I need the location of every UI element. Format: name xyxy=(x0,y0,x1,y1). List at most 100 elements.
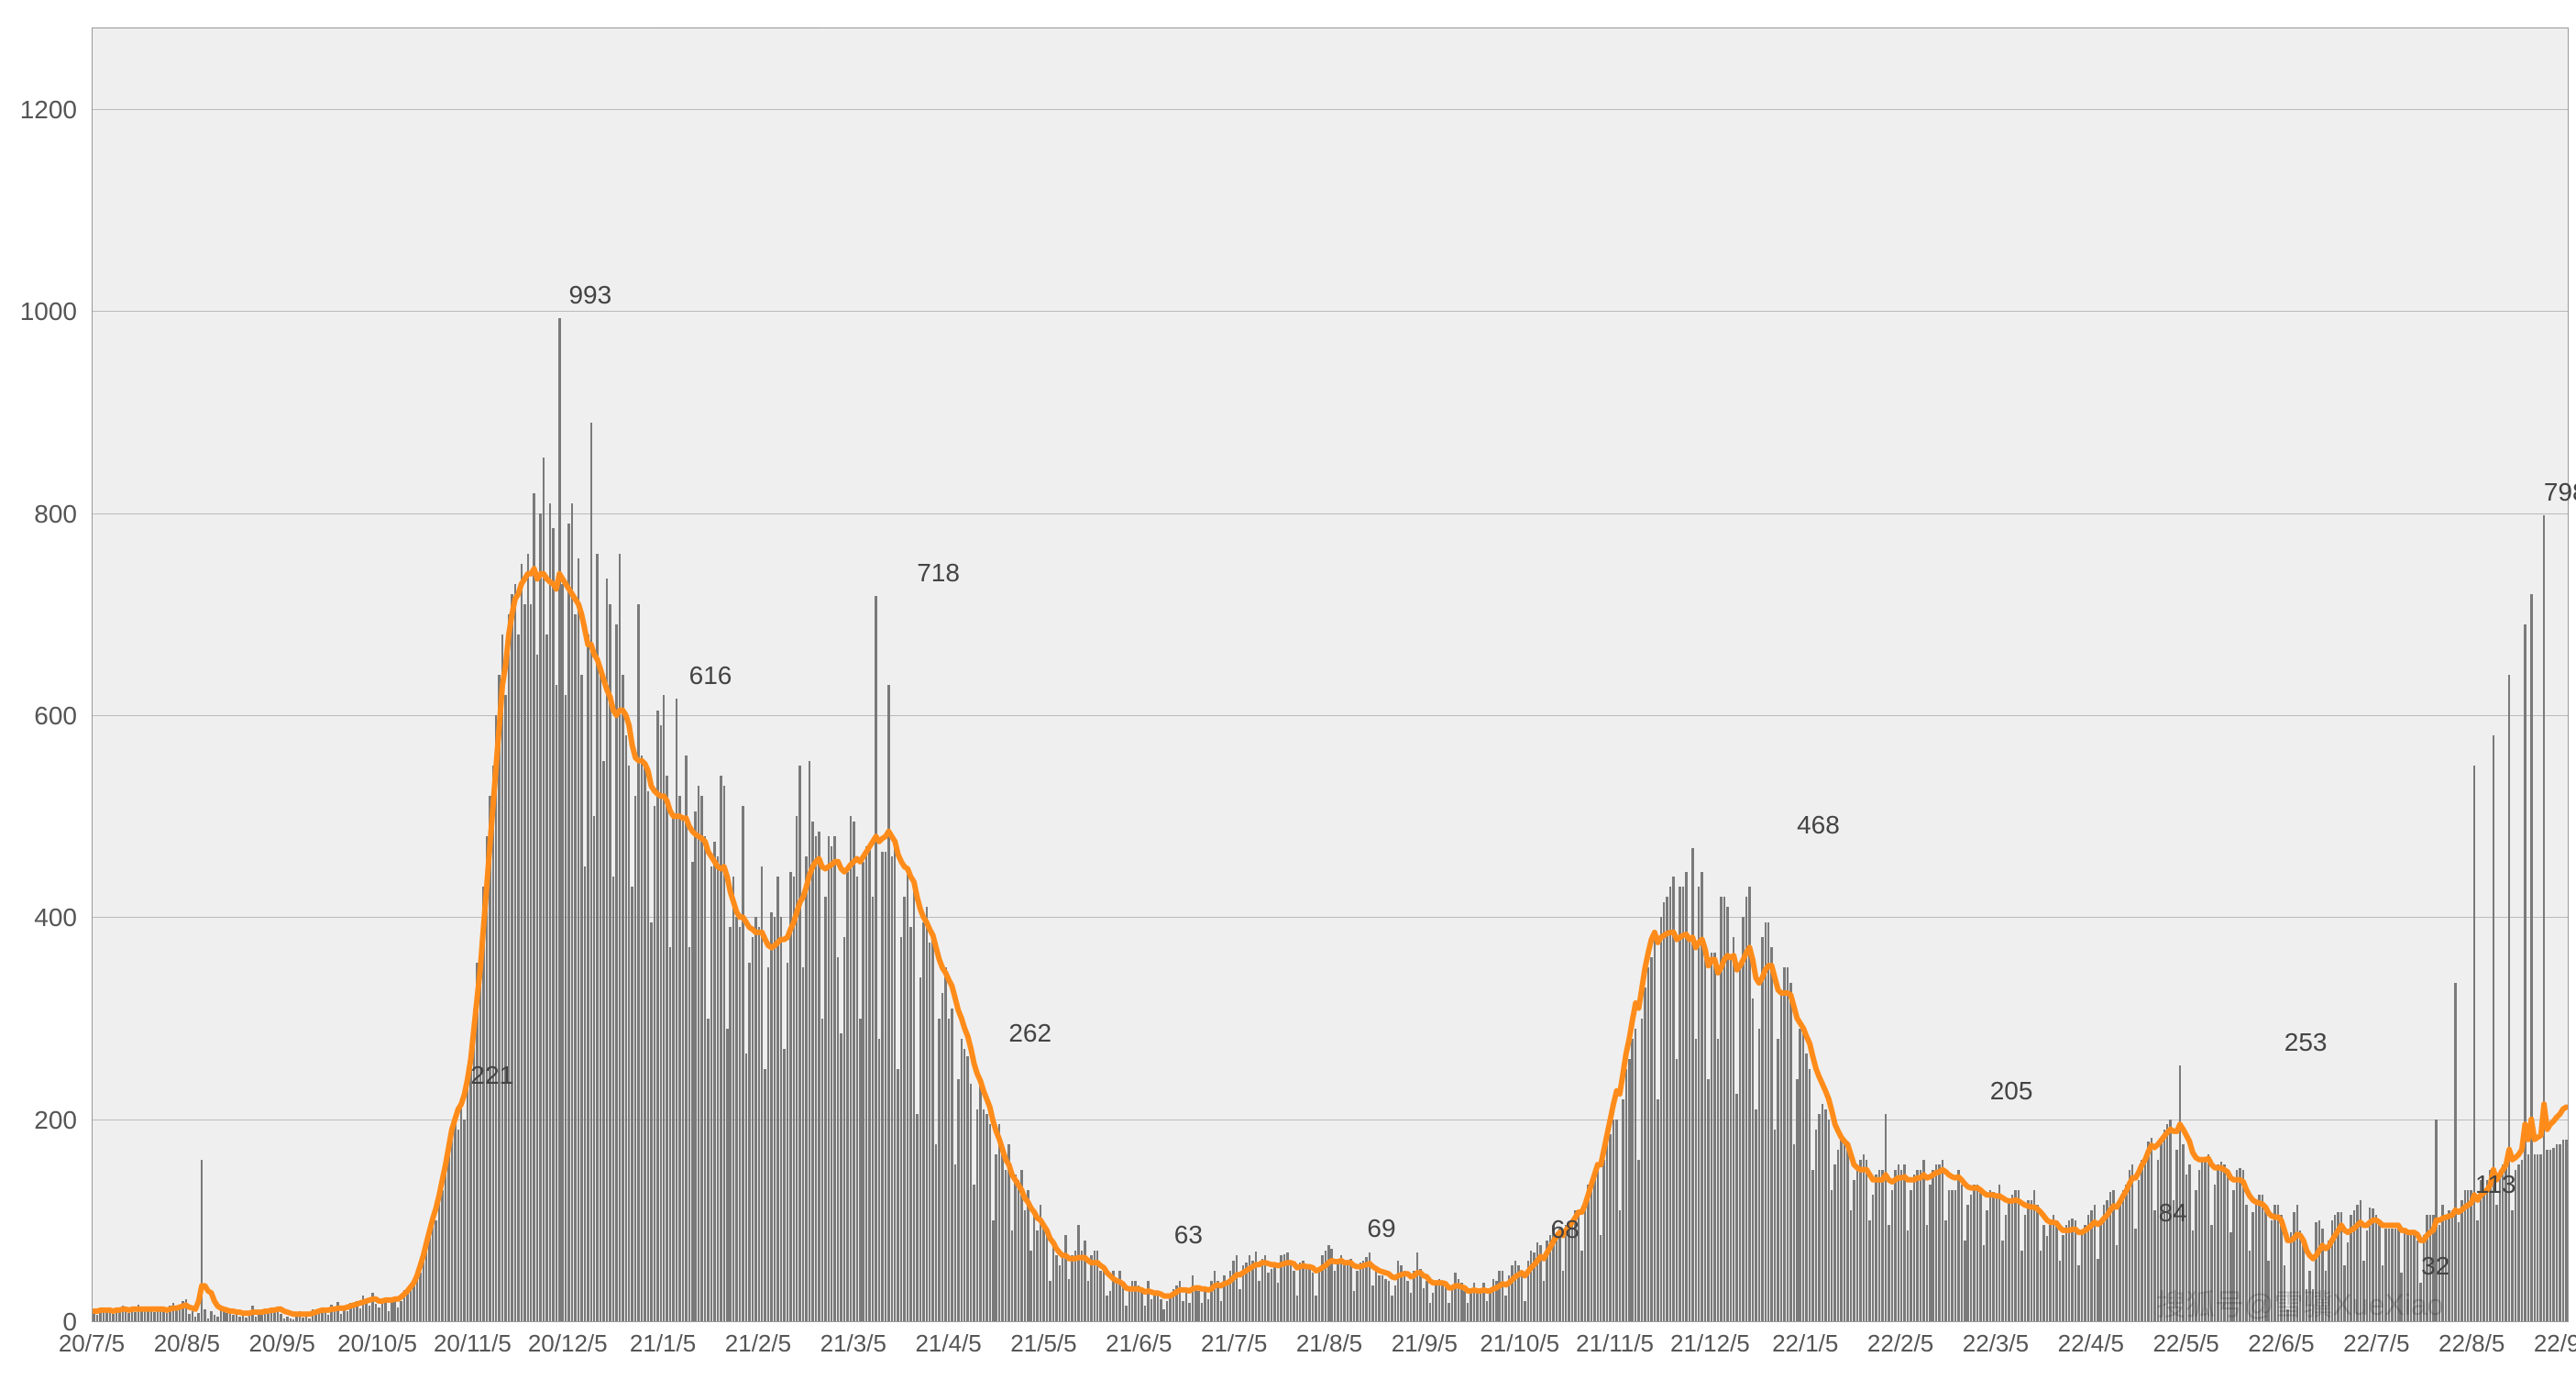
daily-bar xyxy=(1118,1271,1120,1321)
daily-bar xyxy=(1774,1130,1776,1321)
daily-bar xyxy=(1229,1271,1231,1321)
daily-bar xyxy=(571,503,573,1321)
daily-bar xyxy=(739,927,741,1321)
daily-bar xyxy=(995,1154,996,1321)
daily-bar xyxy=(232,1315,234,1321)
daily-bar xyxy=(2020,1251,2022,1321)
daily-bar xyxy=(1780,993,1782,1321)
daily-bar xyxy=(1388,1281,1390,1321)
daily-bar xyxy=(1796,1079,1798,1321)
daily-bar xyxy=(2493,735,2494,1321)
daily-bar xyxy=(2027,1200,2029,1321)
daily-bar xyxy=(1868,1220,1870,1321)
daily-bar xyxy=(1062,1258,1063,1321)
daily-bar xyxy=(172,1303,174,1321)
daily-bar xyxy=(445,1164,446,1321)
daily-bar xyxy=(460,1098,462,1321)
daily-bar xyxy=(948,1019,950,1321)
daily-bar xyxy=(868,846,870,1321)
daily-bar xyxy=(1489,1291,1491,1321)
daily-bar xyxy=(514,584,516,1321)
daily-bar xyxy=(1850,1210,1852,1321)
daily-bar xyxy=(1913,1175,1915,1321)
daily-bar xyxy=(1441,1283,1443,1321)
daily-bar xyxy=(2454,983,2456,1321)
peak-value-label: 68 xyxy=(1551,1215,1580,1244)
daily-bar xyxy=(2099,1220,2101,1321)
daily-bar xyxy=(207,1318,209,1321)
daily-bar xyxy=(1071,1255,1073,1321)
x-tick-label: 20/9/5 xyxy=(249,1329,315,1358)
daily-bar xyxy=(292,1319,294,1321)
daily-bar xyxy=(473,1009,475,1321)
daily-bar xyxy=(1179,1281,1181,1321)
y-tick-label: 600 xyxy=(0,701,77,731)
daily-bar xyxy=(1961,1185,1963,1321)
gridline xyxy=(93,715,2568,716)
daily-bar xyxy=(707,1019,709,1321)
daily-bar xyxy=(2239,1168,2240,1321)
daily-bar xyxy=(1970,1195,1972,1321)
daily-bar xyxy=(641,756,643,1321)
daily-bar xyxy=(2325,1271,2327,1321)
daily-bar xyxy=(1249,1255,1250,1321)
daily-bar xyxy=(1735,1094,1737,1321)
daily-bar xyxy=(1435,1281,1437,1321)
daily-bar xyxy=(2195,1190,2196,1321)
daily-bar xyxy=(909,927,911,1321)
x-tick-label: 21/12/5 xyxy=(1670,1329,1750,1358)
daily-bar xyxy=(1891,1190,1893,1321)
daily-bar xyxy=(2470,1190,2471,1321)
daily-bar xyxy=(567,524,569,1321)
daily-bar xyxy=(2347,1242,2349,1321)
daily-bar xyxy=(2543,515,2545,1321)
daily-bar xyxy=(764,1069,765,1321)
daily-bar xyxy=(1077,1225,1079,1321)
daily-bar xyxy=(732,877,734,1321)
daily-bar xyxy=(2388,1229,2390,1321)
daily-bar xyxy=(1007,1144,1009,1321)
daily-bar xyxy=(214,1315,215,1321)
daily-bar xyxy=(1799,1029,1800,1321)
y-tick-label: 800 xyxy=(0,500,77,529)
daily-bar xyxy=(2360,1200,2361,1321)
daily-bar xyxy=(1238,1289,1240,1321)
daily-bar xyxy=(2223,1164,2225,1321)
daily-bar xyxy=(2109,1192,2111,1321)
daily-bar xyxy=(2055,1220,2057,1321)
daily-bar xyxy=(1844,1140,1845,1321)
x-tick-label: 20/12/5 xyxy=(528,1329,608,1358)
daily-bar xyxy=(2204,1160,2206,1321)
peak-value-label: 616 xyxy=(689,661,732,690)
daily-bar xyxy=(1787,967,1789,1321)
daily-bar xyxy=(1305,1269,1307,1321)
x-tick-label: 22/9/5 xyxy=(2534,1329,2576,1358)
daily-bar xyxy=(1242,1265,1244,1321)
daily-bar xyxy=(1539,1245,1541,1321)
daily-bar xyxy=(2556,1144,2558,1321)
daily-bar xyxy=(2005,1215,2007,1321)
daily-bar xyxy=(1280,1255,1282,1321)
daily-bar xyxy=(305,1317,307,1322)
daily-bar xyxy=(1992,1192,1994,1321)
daily-bar xyxy=(919,977,921,1321)
daily-bar xyxy=(885,852,886,1321)
daily-bar xyxy=(103,1307,105,1321)
daily-bar xyxy=(188,1314,190,1321)
daily-bar xyxy=(527,554,529,1321)
daily-bar xyxy=(2040,1251,2042,1321)
daily-bar xyxy=(1966,1205,1968,1321)
daily-bar xyxy=(1005,1170,1007,1321)
daily-bar xyxy=(388,1311,390,1321)
daily-bar xyxy=(1549,1235,1551,1321)
daily-bar xyxy=(2033,1190,2035,1321)
daily-bar xyxy=(752,937,754,1321)
daily-bar xyxy=(1910,1190,1911,1321)
daily-bar xyxy=(811,822,813,1321)
daily-bar xyxy=(2511,1210,2513,1321)
daily-bar xyxy=(1052,1241,1054,1321)
daily-bar xyxy=(1162,1309,1164,1321)
daily-bar xyxy=(2546,1150,2548,1321)
daily-bar xyxy=(1713,953,1715,1321)
daily-bar xyxy=(745,1054,747,1321)
